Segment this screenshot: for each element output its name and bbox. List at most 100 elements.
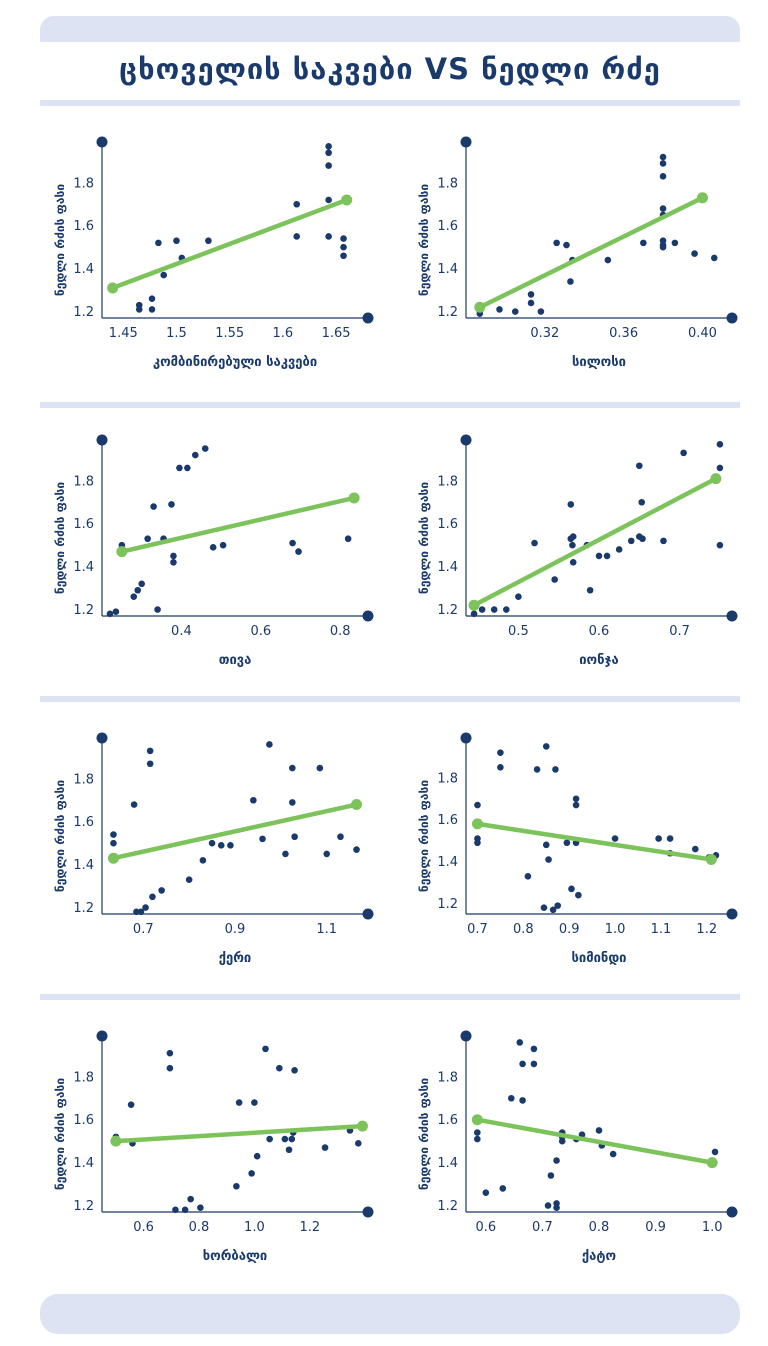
x-axis-end-dot — [362, 908, 374, 920]
data-point — [187, 1195, 194, 1203]
data-point — [208, 839, 216, 847]
data-point — [321, 1144, 329, 1151]
data-point — [636, 462, 643, 470]
data-point — [353, 846, 360, 853]
data-point — [170, 552, 177, 560]
data-point — [659, 243, 667, 251]
data-point — [659, 160, 667, 167]
trend-end-dot — [351, 799, 363, 811]
data-point — [106, 610, 114, 618]
data-point — [154, 606, 161, 613]
y-tick-label: 1.8 — [73, 474, 94, 489]
trend-end-dot — [696, 192, 708, 204]
y-axis-end-dot — [96, 1030, 108, 1042]
data-point — [611, 835, 619, 842]
y-tick-label: 1.8 — [437, 474, 458, 489]
trend-start-dot — [471, 1114, 483, 1126]
data-point — [248, 1170, 255, 1177]
data-point — [553, 1204, 560, 1212]
trend-line — [475, 821, 714, 862]
data-point — [691, 250, 698, 257]
y-axis-end-dot — [96, 434, 108, 446]
x-tick-label: 0.8 — [330, 624, 351, 639]
data-point — [150, 503, 157, 510]
data-point — [148, 306, 156, 313]
data-point — [474, 1135, 481, 1143]
x-tick-label: 1.2 — [299, 1220, 320, 1235]
data-point — [325, 162, 332, 169]
y-tick-label: 1.4 — [73, 1156, 94, 1171]
data-point — [262, 1045, 269, 1053]
y-tick-label: 1.6 — [437, 219, 458, 234]
x-axis-label: ქატო — [582, 1249, 616, 1264]
data-point — [572, 795, 580, 803]
data-point — [516, 1039, 524, 1046]
data-point — [636, 533, 643, 540]
data-point — [168, 501, 175, 508]
x-axis-end-dot — [726, 610, 738, 622]
scatter-chart-alfalfa: 1.2 1.4 1.6 1.8 0.5 0.6 0.7 იონჯა ნედლი რძის ფას… — [404, 418, 744, 668]
data-point — [325, 196, 332, 204]
data-point — [173, 237, 180, 245]
data-point — [340, 252, 347, 260]
x-tick-label: 0.9 — [225, 922, 246, 937]
data-point — [716, 440, 724, 448]
y-tick-label: 1.6 — [73, 1113, 94, 1128]
data-point — [172, 1206, 179, 1214]
trend-start-dot — [468, 599, 480, 611]
trend-line — [110, 197, 349, 291]
y-tick-label: 1.6 — [437, 813, 458, 828]
x-tick-label: 1.0 — [605, 922, 626, 937]
data-point — [325, 233, 332, 240]
trend-line — [475, 1117, 715, 1165]
y-axis-label: ნედლი რძის ფასი — [417, 482, 431, 594]
data-point — [316, 764, 324, 772]
x-tick-label: 1.1 — [316, 922, 337, 937]
y-tick-label: 1.4 — [437, 560, 458, 575]
divider — [40, 696, 740, 702]
x-tick-label: 0.36 — [609, 326, 638, 341]
data-point — [235, 1099, 243, 1106]
data-point — [563, 241, 570, 249]
y-tick-label: 1.2 — [73, 901, 94, 916]
data-point — [497, 764, 504, 771]
data-point — [603, 552, 611, 560]
data-point — [519, 1060, 526, 1068]
data-point — [586, 586, 594, 594]
data-point — [692, 845, 699, 853]
data-point — [575, 891, 582, 899]
y-tick-label: 1.2 — [73, 603, 94, 618]
trend-end-dot — [705, 854, 717, 866]
data-point — [530, 1045, 538, 1053]
y-tick-label: 1.8 — [73, 176, 94, 191]
data-point — [266, 1135, 273, 1143]
x-tick-label: 0.7 — [467, 922, 488, 937]
data-point — [127, 1101, 135, 1108]
data-point — [567, 278, 574, 285]
data-point — [519, 1097, 526, 1104]
data-point — [291, 833, 298, 841]
scatter-chart-hay: 1.2 1.4 1.6 1.8 0.4 0.6 0.8 თივა ნედლი რძის ფასი — [40, 418, 380, 668]
data-point — [540, 904, 548, 912]
data-point — [166, 1049, 174, 1057]
trend-end-dot — [341, 194, 353, 206]
data-point — [110, 839, 117, 847]
data-point — [217, 842, 225, 849]
top-band — [40, 16, 740, 42]
data-point — [133, 908, 140, 916]
data-point — [659, 205, 667, 212]
trend-line — [477, 195, 705, 310]
data-point — [531, 539, 538, 547]
data-point — [595, 1127, 603, 1134]
x-tick-label: 1.55 — [215, 326, 244, 341]
data-point — [253, 1152, 261, 1160]
trend-line — [119, 495, 357, 554]
chart-svg: 1.2 1.4 1.6 1.8 0.7 0.9 1.1 ქერი ნედლი რძის ფასი — [53, 732, 374, 966]
data-point — [148, 295, 156, 302]
data-point — [276, 1064, 283, 1072]
data-point — [144, 535, 151, 543]
data-point — [227, 842, 234, 849]
data-point — [569, 559, 577, 566]
y-axis-end-dot — [96, 732, 108, 744]
data-point — [711, 1148, 719, 1156]
